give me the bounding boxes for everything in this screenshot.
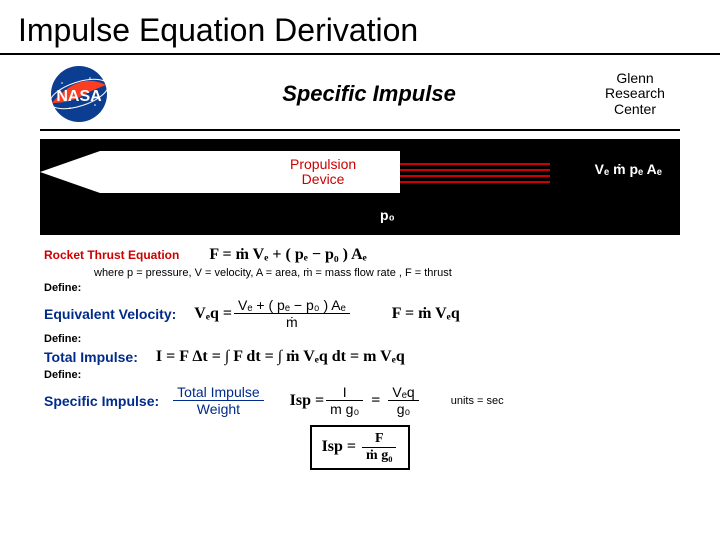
thrust-row: Rocket Thrust Equation F = ṁ Vₑ + ( pₑ −… [44,246,676,264]
propulsion-diagram: Propulsion Device Vₑ ṁ pₑ Aₑ p₀ [40,139,680,235]
exhaust-params: Vₑ ṁ pₑ Aₑ [595,161,662,177]
units-label: units = sec [451,395,504,407]
thrust-label: Rocket Thrust Equation [44,248,179,262]
total-impulse-row: Total Impulse: I = F Δt = ∫ F dt = ∫ ṁ V… [44,348,676,366]
eqv-fraction: Vₑ + ( pₑ − p₀ ) Aₑ ṁ [234,297,350,330]
header-divider [40,129,680,131]
exhaust-line [400,163,550,165]
boxed-row: Isp = F ṁ g₀ [44,421,676,474]
nasa-text: NASA [56,88,102,105]
derivation-content: Rocket Thrust Equation F = ṁ Vₑ + ( pₑ −… [0,239,720,474]
org-line1: Glenn [590,71,680,86]
rocket-nose [40,151,100,193]
isp-eq-lhs: Isp = [290,392,324,410]
total-impulse-label: Total Impulse: [44,349,138,365]
boxed-num: F [362,431,396,448]
nasa-logo: NASA [40,63,118,125]
thrust-equation: F = ṁ Vₑ + ( pₑ − p₀ ) Aₑ [209,246,366,264]
prop-l2: Device [302,171,345,187]
eqv-row: Equivalent Velocity: Vₑq = Vₑ + ( pₑ − p… [44,297,676,330]
isp-num-1: I [326,384,363,401]
boxed-isp-equation: Isp = F ṁ g₀ [310,425,411,470]
exhaust-line [400,175,550,177]
ambient-pressure-label: p₀ [380,207,395,223]
exhaust-line [400,181,550,183]
isp-frac-2: Vₑq g₀ [388,384,418,417]
prop-l1: Propulsion [290,156,356,172]
center-title: Specific Impulse [148,81,590,107]
specific-impulse-row: Specific Impulse: Total Impulse Weight I… [44,384,676,417]
header-row: NASA Specific Impulse Glenn Research Cen… [0,55,720,127]
isp-den-2: g₀ [388,401,418,417]
org-label: Glenn Research Center [590,71,680,117]
boxed-fraction: F ṁ g₀ [362,431,396,464]
total-impulse-eq: I = F Δt = ∫ F dt = ∫ ṁ Vₑq dt = m Vₑq [156,348,405,366]
slide-title: Impulse Equation Derivation [0,0,720,55]
eqv-lhs: Vₑq = [194,305,232,323]
exhaust-line [400,169,550,171]
boxed-den: ṁ g₀ [362,448,396,464]
spimp-def-fraction: Total Impulse Weight [173,384,263,417]
isp-frac-1: I m g₀ [326,384,363,417]
equivalent-velocity-label: Equivalent Velocity: [44,306,176,322]
where-line: where p = pressure, V = velocity, A = ar… [94,267,676,279]
boxed-lhs: Isp = [322,438,356,455]
org-line3: Center [590,102,680,117]
propulsion-label: Propulsion Device [290,157,356,186]
org-line2: Research [590,86,680,101]
define-1: Define: [44,282,676,294]
eqv-num: Vₑ + ( pₑ − p₀ ) Aₑ [234,297,350,314]
isp-num-2: Vₑq [388,384,418,401]
spimp-def-den: Weight [173,401,263,417]
eqv-result: F = ṁ Vₑq [392,305,460,323]
define-3: Define: [44,369,676,381]
define-2: Define: [44,333,676,345]
eq-sign: = [371,392,380,410]
specific-impulse-label: Specific Impulse: [44,393,159,409]
eqv-den: ṁ [234,314,350,330]
spimp-def-num: Total Impulse [173,384,263,401]
isp-den-1: m g₀ [326,401,363,417]
